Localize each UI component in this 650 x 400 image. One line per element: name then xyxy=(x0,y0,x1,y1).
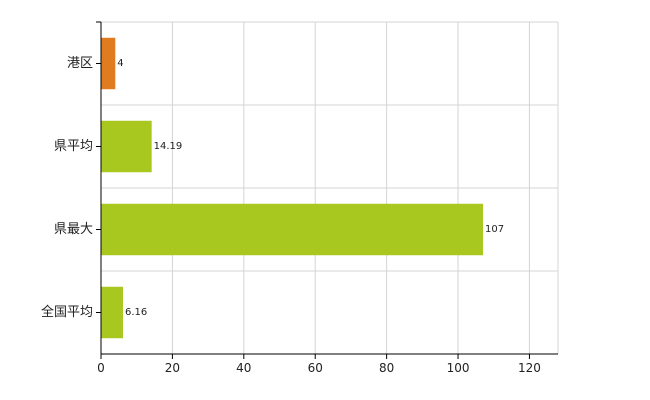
bar xyxy=(101,120,152,173)
x-tick-label: 100 xyxy=(447,361,470,375)
labels-group: 港区 4 県平均 14.19 県最大 107 全国平均 6.16 0 20 40 60 80 100 120 xyxy=(41,56,541,375)
bars-group xyxy=(101,37,484,339)
grid-lines xyxy=(101,21,559,355)
data-label: 107 xyxy=(485,224,504,235)
x-tick-label: 80 xyxy=(379,361,394,375)
category-label: 県平均 xyxy=(54,139,93,154)
data-label: 4 xyxy=(117,58,123,69)
axes-group xyxy=(96,21,558,359)
category-label: 県最大 xyxy=(54,222,93,237)
bar xyxy=(101,286,123,339)
x-tick-label: 120 xyxy=(518,361,541,375)
x-tick-label: 60 xyxy=(308,361,323,375)
x-tick-label: 20 xyxy=(165,361,180,375)
data-label: 14.19 xyxy=(154,141,183,152)
x-tick-label: 40 xyxy=(236,361,251,375)
category-label: 港区 xyxy=(67,56,93,71)
x-tick-label: 0 xyxy=(97,361,105,375)
bar xyxy=(101,203,484,256)
category-label: 全国平均 xyxy=(41,304,93,320)
data-label: 6.16 xyxy=(125,307,147,318)
bar xyxy=(101,37,116,90)
